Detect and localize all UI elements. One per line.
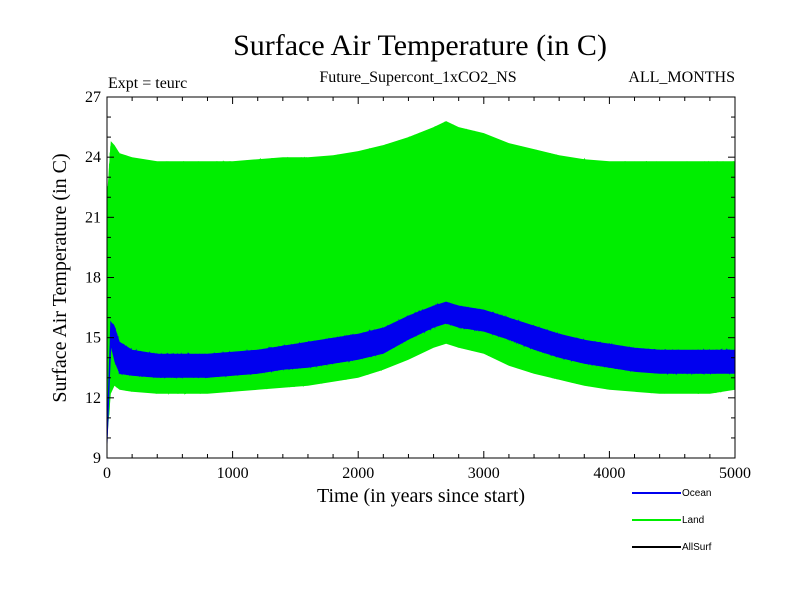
plot-area (106, 121, 736, 446)
y-tick-label: 21 (85, 209, 101, 226)
y-tick-label: 9 (93, 450, 101, 467)
legend-label: AllSurf (682, 542, 712, 553)
x-tick-label: 4000 (593, 465, 625, 482)
legend: Ocean Land AllSurf (632, 488, 712, 553)
chart-title: Surface Air Temperature (in C) (233, 29, 607, 62)
subtitle-months: ALL_MONTHS (628, 69, 735, 86)
legend-entry-land: Land (632, 515, 704, 526)
axis-ticks: 0 1000 2000 3000 4000 5000 9 12 15 18 21 24 27 (85, 89, 751, 482)
x-axis-label: Time (in years since start) (317, 485, 525, 507)
x-tick-label: 5000 (719, 465, 751, 482)
legend-label: Land (682, 515, 704, 526)
x-tick-label: 1000 (217, 465, 249, 482)
series-land-lower-line (106, 327, 736, 437)
legend-entry-allsurf: AllSurf (632, 542, 712, 553)
subtitle-experiment-name: Future_Supercont_1xCO2_NS (319, 69, 516, 86)
y-tick-label: 18 (85, 270, 101, 287)
x-tick-label: 0 (103, 465, 111, 482)
legend-label: Ocean (682, 488, 711, 499)
legend-entry-ocean: Ocean (632, 488, 711, 499)
series-ocean-upper-line (106, 302, 736, 438)
y-tick-label: 12 (85, 390, 101, 407)
y-axis-label: Surface Air Temperature (in C) (49, 153, 71, 402)
series-ocean-lower-line (106, 319, 736, 445)
x-tick-label: 2000 (342, 465, 374, 482)
y-tick-label: 27 (85, 89, 101, 106)
series-ocean (106, 301, 736, 446)
series-land (106, 121, 736, 442)
subtitle-expt: Expt = teurc (108, 75, 187, 92)
x-tick-label: 3000 (468, 465, 500, 482)
series-land-upper-line (106, 121, 736, 209)
y-tick-label: 24 (85, 149, 101, 166)
y-tick-label: 15 (85, 330, 101, 347)
